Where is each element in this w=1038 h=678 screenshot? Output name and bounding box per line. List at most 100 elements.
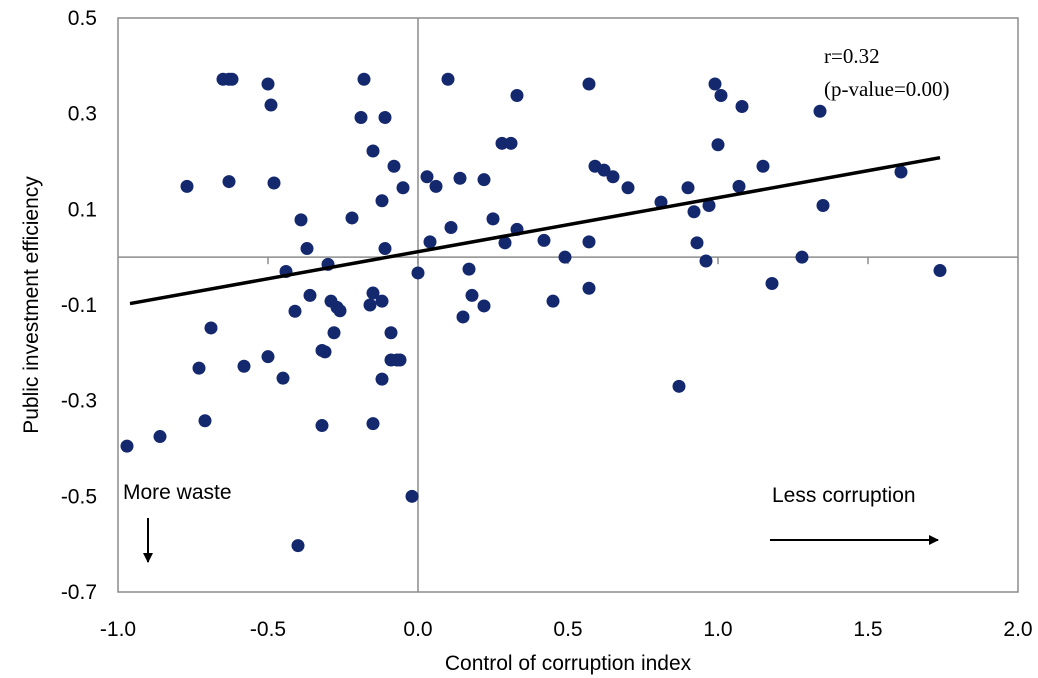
less-corruption-label: Less corruption <box>772 484 916 507</box>
data-point <box>709 78 722 91</box>
trendline <box>130 158 940 304</box>
data-point <box>688 205 701 218</box>
data-point <box>181 180 194 193</box>
y-tick-label: 0.3 <box>68 103 97 126</box>
data-point <box>379 242 392 255</box>
data-point <box>199 414 212 427</box>
data-point <box>442 73 455 86</box>
data-point <box>583 78 596 91</box>
data-point <box>205 321 218 334</box>
data-point <box>622 181 635 194</box>
data-point <box>547 295 560 308</box>
data-point <box>367 144 380 157</box>
data-point <box>289 305 302 318</box>
x-tick-label: 1.0 <box>703 618 732 641</box>
x-tick-label: 1.5 <box>853 618 882 641</box>
data-point <box>538 234 551 247</box>
data-point <box>607 170 620 183</box>
data-point <box>265 99 278 112</box>
x-tick-label: -1.0 <box>100 618 136 641</box>
y-axis-tick-labels: 0.5 0.3 0.1 -0.1 -0.3 -0.5 -0.7 <box>61 7 97 604</box>
trendline-group <box>130 158 940 304</box>
data-point <box>478 299 491 312</box>
data-point <box>328 326 341 339</box>
data-point <box>466 289 479 302</box>
data-point <box>355 111 368 124</box>
data-point <box>376 295 389 308</box>
data-point <box>385 326 398 339</box>
data-points <box>121 73 947 552</box>
data-point <box>934 264 947 277</box>
data-point <box>154 430 167 443</box>
data-point <box>715 89 728 102</box>
data-point <box>121 440 134 453</box>
data-point <box>367 417 380 430</box>
data-point <box>487 212 500 225</box>
data-point <box>316 419 329 432</box>
data-point <box>358 73 371 86</box>
data-point <box>736 100 749 113</box>
x-tick-label: 0.5 <box>553 618 582 641</box>
data-point <box>223 175 236 188</box>
data-point <box>334 304 347 317</box>
data-point <box>193 362 206 375</box>
data-point <box>226 73 239 86</box>
more-waste-label: More waste <box>123 481 232 504</box>
x-tick-label: 2.0 <box>1003 618 1032 641</box>
data-point <box>478 173 491 186</box>
data-point <box>454 172 467 185</box>
data-point <box>262 78 275 91</box>
data-point <box>406 490 419 503</box>
y-tick-label: -0.1 <box>61 294 97 317</box>
data-point <box>682 181 695 194</box>
data-point <box>412 266 425 279</box>
data-point <box>511 89 524 102</box>
data-point <box>397 181 410 194</box>
data-point <box>733 180 746 193</box>
x-tick-label: 0.0 <box>403 618 432 641</box>
y-tick-label: 0.1 <box>68 198 97 221</box>
data-point <box>814 105 827 118</box>
y-axis-title: Public investment efficiency <box>20 176 43 434</box>
data-point <box>700 254 713 267</box>
data-point <box>376 194 389 207</box>
data-point <box>346 211 359 224</box>
data-point <box>445 221 458 234</box>
data-point <box>379 111 392 124</box>
data-point <box>691 236 704 249</box>
data-point <box>304 289 317 302</box>
data-point <box>712 138 725 151</box>
data-point <box>895 166 908 179</box>
data-point <box>268 177 281 190</box>
data-point <box>292 539 305 552</box>
data-point <box>559 251 572 264</box>
data-point <box>319 345 332 358</box>
data-point <box>766 277 779 290</box>
data-point <box>301 242 314 255</box>
data-point <box>238 360 251 373</box>
data-point <box>457 310 470 323</box>
data-point <box>430 180 443 193</box>
data-point <box>796 251 809 264</box>
y-tick-label: -0.7 <box>61 581 97 604</box>
data-point <box>505 137 518 150</box>
data-point <box>421 170 434 183</box>
y-tick-label: 0.5 <box>68 7 97 30</box>
correlation-label: r=0.32 <box>824 44 880 68</box>
data-point <box>757 160 770 173</box>
y-tick-label: -0.5 <box>61 485 97 508</box>
data-point <box>295 213 308 226</box>
data-point <box>583 235 596 248</box>
x-axis-tick-labels: -1.0 -0.5 0.0 0.5 1.0 1.5 2.0 <box>100 618 1033 641</box>
data-point <box>376 373 389 386</box>
y-tick-label: -0.3 <box>61 390 97 413</box>
x-tick-label: -0.5 <box>250 618 286 641</box>
data-point <box>364 299 377 312</box>
data-point <box>463 263 476 276</box>
x-axis-title: Control of corruption index <box>445 652 692 675</box>
p-value-label: (p-value=0.00) <box>824 77 950 101</box>
data-point <box>394 354 407 367</box>
data-point <box>424 235 437 248</box>
data-point <box>583 282 596 295</box>
